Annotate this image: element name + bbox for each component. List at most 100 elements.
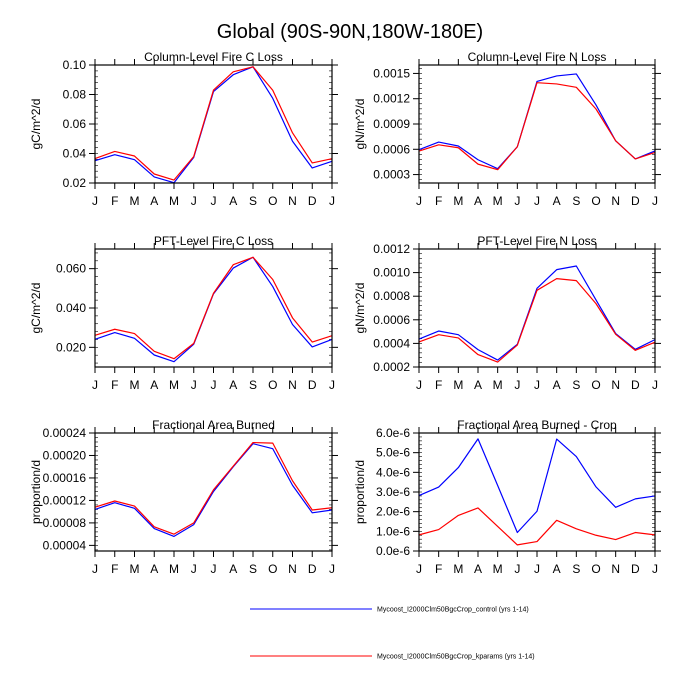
x-tick-label: A <box>474 194 482 208</box>
x-tick-label: D <box>308 562 317 576</box>
x-tick-label: N <box>288 378 297 392</box>
y-tick-label: 0.00024 <box>43 426 87 440</box>
plot-frame <box>418 64 656 184</box>
x-tick-label: J <box>92 378 98 392</box>
y-tick-label: 0.040 <box>56 301 86 315</box>
plot-frame <box>94 64 333 184</box>
x-tick-label: J <box>534 378 540 392</box>
x-tick-label: M <box>493 194 503 208</box>
x-tick-label: A <box>229 194 237 208</box>
x-tick-label: F <box>111 562 118 576</box>
x-tick-label: A <box>229 378 237 392</box>
y-tick-label: 0.0010 <box>373 266 410 280</box>
x-tick-label: J <box>329 378 335 392</box>
x-tick-label: J <box>191 562 197 576</box>
x-tick-label: J <box>211 194 217 208</box>
series-line-control <box>94 256 333 363</box>
y-tick-label: 0.0015 <box>373 66 410 80</box>
y-tick-label: 2.0e-6 <box>376 505 410 519</box>
panel-title: Fractional Area Burned <box>152 418 275 432</box>
series-line-control <box>94 443 333 537</box>
x-tick-label: A <box>553 562 561 576</box>
y-tick-label: 0.00020 <box>43 448 87 462</box>
y-tick-label: 0.10 <box>63 58 87 72</box>
y-tick-label: 0.0004 <box>373 336 410 350</box>
x-tick-label: F <box>435 378 442 392</box>
x-tick-label: J <box>652 378 658 392</box>
x-tick-label: A <box>150 378 158 392</box>
x-tick-label: J <box>211 378 217 392</box>
y-tick-label: 0.00008 <box>43 516 87 530</box>
y-tick-label: 0.00004 <box>43 538 87 552</box>
y-axis-label: gN/m^2/d <box>353 283 367 334</box>
y-tick-label: 3.0e-6 <box>376 485 410 499</box>
y-tick-label: 0.04 <box>63 147 87 161</box>
x-tick-label: N <box>611 194 620 208</box>
x-tick-label: J <box>211 562 217 576</box>
x-tick-label: M <box>169 378 179 392</box>
series-line-control <box>94 66 333 184</box>
y-tick-label: 0.0008 <box>373 289 410 303</box>
legend-label-control: Mycoost_I2000Clm50BgcCrop_control (yrs 1… <box>377 607 529 614</box>
series-line-kparams <box>418 507 656 546</box>
y-axis-label: gN/m^2/d <box>353 99 367 150</box>
y-tick-label: 0.0012 <box>373 242 410 256</box>
y-tick-label: 0.0006 <box>373 313 410 327</box>
x-tick-label: F <box>111 194 118 208</box>
plot-frame <box>418 432 656 552</box>
y-tick-label: 0.060 <box>56 262 86 276</box>
x-tick-label: M <box>169 562 179 576</box>
series-line-kparams <box>418 278 656 363</box>
x-tick-label: F <box>435 562 442 576</box>
x-tick-label: M <box>453 562 463 576</box>
x-tick-label: O <box>591 378 600 392</box>
legend-label-kparams: Mycoost_I2000Clm50BgcCrop_kparams (yrs 1… <box>377 654 535 661</box>
x-tick-label: S <box>572 378 580 392</box>
y-tick-label: 0.08 <box>63 88 87 102</box>
x-tick-label: A <box>150 562 158 576</box>
plot-frame <box>94 248 333 368</box>
legend-entry-kparams: Mycoost_I2000Clm50BgcCrop_kparams (yrs 1… <box>250 654 535 661</box>
legend: Mycoost_I2000Clm50BgcCrop_control (yrs 1… <box>250 607 535 661</box>
y-tick-label: 0.0009 <box>373 117 410 131</box>
y-tick-label: 0.00016 <box>43 471 87 485</box>
y-tick-label: 1.0e-6 <box>376 524 410 538</box>
series-line-control <box>418 265 656 361</box>
panel-title: PFT-Level Fire C Loss <box>154 234 273 248</box>
x-tick-label: D <box>308 194 317 208</box>
y-tick-label: 0.0006 <box>373 142 410 156</box>
series-line-kparams <box>94 66 333 181</box>
y-tick-label: 0.02 <box>63 176 87 190</box>
panel-title: Column-Level Fire C Loss <box>144 50 283 64</box>
y-axis-label: gC/m^2/d <box>29 99 43 150</box>
x-tick-label: M <box>493 378 503 392</box>
x-tick-label: F <box>435 194 442 208</box>
y-tick-label: 0.0002 <box>373 360 410 374</box>
series-line-kparams <box>94 256 333 360</box>
series-line-kparams <box>94 441 333 535</box>
x-tick-label: S <box>249 378 257 392</box>
x-tick-label: O <box>268 378 277 392</box>
x-tick-label: J <box>534 194 540 208</box>
x-tick-label: M <box>130 378 140 392</box>
x-tick-label: O <box>268 562 277 576</box>
x-tick-label: D <box>631 194 640 208</box>
x-tick-label: J <box>329 194 335 208</box>
x-tick-label: M <box>493 562 503 576</box>
x-tick-label: S <box>249 562 257 576</box>
x-tick-label: J <box>534 562 540 576</box>
y-axis-label: proportion/d <box>353 460 367 524</box>
series-line-kparams <box>418 82 656 171</box>
x-tick-label: N <box>611 562 620 576</box>
y-tick-label: 5.0e-6 <box>376 446 410 460</box>
y-tick-label: 6.0e-6 <box>376 426 410 440</box>
y-tick-label: 0.0012 <box>373 92 410 106</box>
x-tick-label: J <box>92 194 98 208</box>
y-axis-label: gC/m^2/d <box>29 283 43 334</box>
x-tick-label: J <box>514 194 520 208</box>
